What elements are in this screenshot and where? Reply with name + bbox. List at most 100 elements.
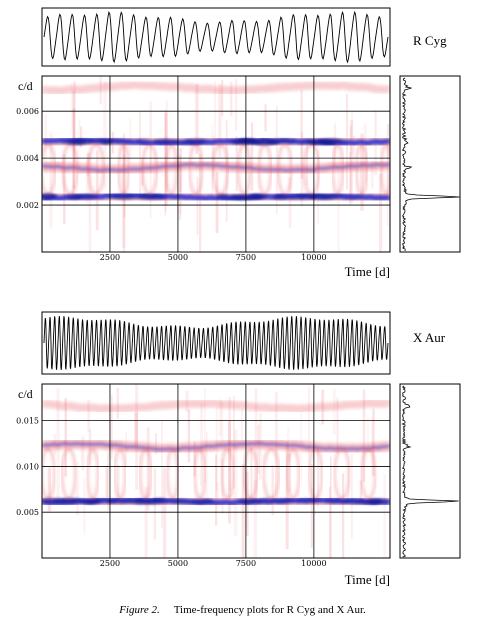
- heatmap-streak: [271, 465, 275, 516]
- heatmap-streak: [123, 146, 126, 218]
- ridge-loop: [61, 143, 79, 196]
- heatmap-streak: [162, 467, 167, 558]
- y-tick-label: 0.015: [16, 417, 39, 426]
- ridge-loop: [220, 448, 235, 500]
- heatmap-streak: [371, 160, 374, 189]
- ridge-loop: [262, 448, 281, 500]
- ridge-blob: [272, 498, 295, 504]
- heatmap-streak: [105, 466, 108, 498]
- y-axis-label: c/d: [18, 387, 33, 401]
- heatmap-streak: [230, 81, 233, 116]
- spectrum-frame: [399, 383, 461, 559]
- heatmap-frame: [41, 75, 391, 253]
- star-name: X Aur: [413, 330, 446, 345]
- ridge-blob: [90, 498, 118, 504]
- heatmap-streak: [240, 408, 243, 440]
- y-tick-label: 0.006: [16, 107, 39, 116]
- ridge-loop: [193, 448, 207, 500]
- heatmap-streak: [264, 104, 267, 132]
- ridge-blob: [191, 499, 215, 505]
- light-curve-frame: [41, 311, 391, 375]
- heatmap-streak: [63, 154, 66, 225]
- spectrum-curve: [401, 77, 460, 252]
- heatmap-streak: [234, 78, 238, 131]
- heatmap-streak: [250, 446, 253, 501]
- ridge-loop: [188, 143, 204, 196]
- ridge-blob: [76, 194, 99, 200]
- heatmap-streak: [227, 421, 232, 524]
- heatmap-streak: [372, 408, 375, 476]
- heatmap-streak: [288, 177, 292, 228]
- heatmap-streak: [246, 145, 249, 175]
- heatmap-streak: [195, 83, 199, 154]
- y-tick-label: 0.004: [16, 154, 39, 163]
- heatmap-streak: [215, 454, 218, 526]
- x-tick-label: 10000: [301, 253, 326, 262]
- heatmap-streak: [360, 133, 364, 211]
- ridge-loop: [42, 448, 56, 500]
- ridge-loop: [113, 448, 127, 500]
- ridge-blob: [153, 139, 179, 145]
- ridge-loop: [165, 448, 180, 500]
- figure-label: Figure 2.: [119, 604, 160, 616]
- ridge-blob: [136, 138, 151, 144]
- y-axis-label: c/d: [18, 79, 33, 93]
- ridge-blob: [166, 498, 194, 504]
- ridge-blob: [295, 498, 322, 504]
- ridge-loop: [333, 448, 351, 500]
- heatmap-streak: [187, 409, 191, 463]
- heatmap-streak: [123, 154, 126, 252]
- heatmap-streak: [386, 145, 389, 227]
- heatmap-streak: [300, 89, 303, 179]
- heatmap-streak: [383, 473, 386, 558]
- heatmap-streak: [378, 173, 383, 252]
- heatmap-streak: [317, 447, 319, 508]
- ridge-blob: [316, 139, 341, 145]
- ridge-blob: [108, 193, 135, 199]
- heatmap-streak: [218, 399, 222, 437]
- heatmap-streak: [110, 395, 113, 460]
- ridge-blob: [324, 498, 349, 504]
- x-tick-label: 10000: [301, 559, 326, 568]
- heatmap-body: [42, 76, 390, 252]
- heatmap-streak: [332, 388, 336, 435]
- heatmap-streak: [196, 176, 199, 235]
- spectrum-frame: [399, 75, 461, 253]
- heatmap-streak: [250, 122, 254, 192]
- ridge-loop: [164, 143, 179, 196]
- heatmap-streak: [362, 389, 366, 482]
- heatmap-streak: [337, 155, 340, 252]
- x-tick-label: 7500: [236, 559, 256, 568]
- ridge-blob: [42, 193, 56, 199]
- ridge-blob: [224, 194, 249, 200]
- ridge-loop: [86, 448, 100, 500]
- y-tick-label: 0.005: [16, 508, 39, 517]
- time-frequency-map: 2500 5000 7500 10000 0.002 0.004 0.006 c/d Time …: [16, 75, 391, 279]
- ridge-loop: [379, 143, 390, 196]
- light-curve: [43, 10, 389, 64]
- ridge-blob: [61, 498, 84, 504]
- heatmap-streak: [213, 81, 216, 146]
- y-tick-label: 0.002: [16, 201, 39, 210]
- ridge-halo: [42, 399, 390, 413]
- heatmap-streak: [336, 397, 339, 454]
- heatmap-streak: [359, 480, 363, 502]
- time-frequency-map: 2500 5000 7500 10000 0.005 0.010 0.015 c/d Time …: [16, 383, 391, 587]
- heatmap-streak: [206, 431, 208, 497]
- heatmap-streak: [116, 387, 120, 419]
- ridge-blob: [336, 194, 363, 200]
- x-tick-label: 2500: [100, 559, 120, 568]
- ridge-blob: [229, 138, 259, 144]
- heatmap-frame: [41, 383, 391, 559]
- heatmap-streak: [329, 486, 331, 558]
- heatmap-streak: [179, 163, 182, 215]
- star-name: R Cyg: [413, 33, 447, 48]
- ridge-blob: [61, 139, 92, 145]
- ridge-loop: [138, 448, 153, 500]
- heatmap-streak: [146, 427, 150, 511]
- heatmap-streak: [106, 452, 109, 511]
- ridge-core: [42, 441, 390, 451]
- heatmap-streak: [117, 465, 120, 498]
- heatmap-streak: [149, 140, 152, 218]
